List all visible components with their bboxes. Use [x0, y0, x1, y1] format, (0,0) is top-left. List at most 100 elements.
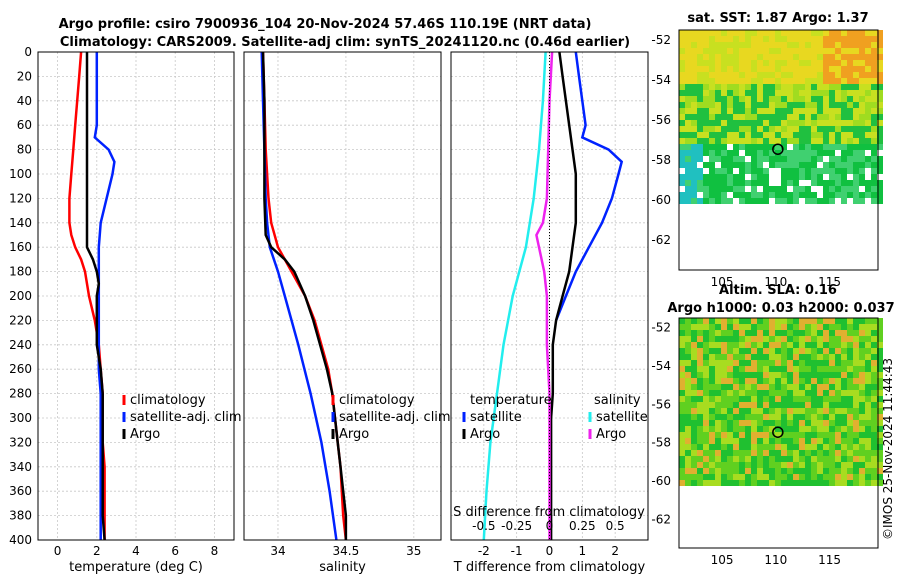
map-cell [775, 384, 781, 390]
map-cell [685, 48, 691, 54]
map-cell [787, 72, 793, 78]
map-cell [877, 444, 883, 450]
map-cell [745, 444, 751, 450]
map-cell [727, 30, 733, 36]
map-cell [793, 468, 799, 474]
map-cell [775, 366, 781, 372]
map-cell [679, 408, 685, 414]
map-cell [811, 480, 817, 486]
map-cell [877, 36, 883, 42]
map-cell [745, 48, 751, 54]
map-cell [811, 162, 817, 168]
map-cell [865, 450, 871, 456]
map-cell [805, 348, 811, 354]
map-cell [679, 318, 685, 324]
map-cell [859, 390, 865, 396]
map-cell [763, 60, 769, 66]
map-cell [727, 48, 733, 54]
map-cell [841, 318, 847, 324]
map-cell [763, 402, 769, 408]
map-cell [751, 324, 757, 330]
map-cell [757, 66, 763, 72]
map-cell [715, 330, 721, 336]
map-cell [769, 102, 775, 108]
map-cell [679, 84, 685, 90]
map-cell [835, 432, 841, 438]
map-cell [685, 156, 691, 162]
map-cell [727, 120, 733, 126]
map-cell [799, 366, 805, 372]
map-cell [745, 378, 751, 384]
map-cell [763, 342, 769, 348]
map-cell [835, 408, 841, 414]
map-cell [745, 408, 751, 414]
map-cell [703, 384, 709, 390]
map-cell [847, 168, 853, 174]
map-cell [811, 180, 817, 186]
map-cell [859, 150, 865, 156]
map-cell [859, 414, 865, 420]
map-cell [853, 174, 859, 180]
map-cell [805, 150, 811, 156]
map-cell [781, 354, 787, 360]
y-tick-label: 80 [17, 143, 32, 157]
map-cell [865, 66, 871, 72]
map-cell [703, 36, 709, 42]
map-cell [691, 150, 697, 156]
legend-label: satellite-adj. clim [339, 410, 451, 425]
map-cell [811, 378, 817, 384]
map-cell [835, 384, 841, 390]
map-cell [697, 456, 703, 462]
map-cell [679, 396, 685, 402]
map-cell [811, 144, 817, 150]
map-cell [781, 156, 787, 162]
map-cell [823, 78, 829, 84]
map-cell [811, 150, 817, 156]
map-cell [859, 396, 865, 402]
map-cell [877, 162, 883, 168]
map-cell [775, 72, 781, 78]
map-cell [715, 450, 721, 456]
map-cell [817, 78, 823, 84]
map-cell [721, 372, 727, 378]
map-cell [727, 168, 733, 174]
map-cell [817, 66, 823, 72]
map-cell [715, 192, 721, 198]
map-cell [715, 60, 721, 66]
map-cell [751, 42, 757, 48]
map-cell [817, 90, 823, 96]
series-line-satellite-adj-clim [93, 52, 116, 540]
map-cell [685, 480, 691, 486]
map-cell [685, 150, 691, 156]
map-cell [739, 36, 745, 42]
map-cell [757, 354, 763, 360]
map-cell [691, 66, 697, 72]
map-cell [871, 348, 877, 354]
map-cell [733, 420, 739, 426]
map-cell [835, 30, 841, 36]
map-cell [871, 108, 877, 114]
map-cell [805, 108, 811, 114]
map-cell [715, 456, 721, 462]
map-cell [763, 138, 769, 144]
map-cell [739, 444, 745, 450]
map-cell [787, 138, 793, 144]
x-tick-label: 0 [54, 544, 62, 558]
map-cell [829, 396, 835, 402]
map-cell [721, 54, 727, 60]
map-cell [793, 138, 799, 144]
map-cell [805, 318, 811, 324]
map-cell [733, 462, 739, 468]
map-cell [727, 408, 733, 414]
map-cell [829, 36, 835, 42]
map-cell [709, 420, 715, 426]
map-cell [691, 348, 697, 354]
map-cell [823, 60, 829, 66]
map-cell [799, 450, 805, 456]
map-cell [685, 60, 691, 66]
map-cell [835, 474, 841, 480]
map-cell [775, 462, 781, 468]
map-cell [859, 66, 865, 72]
map-cell [793, 480, 799, 486]
map-cell [709, 438, 715, 444]
